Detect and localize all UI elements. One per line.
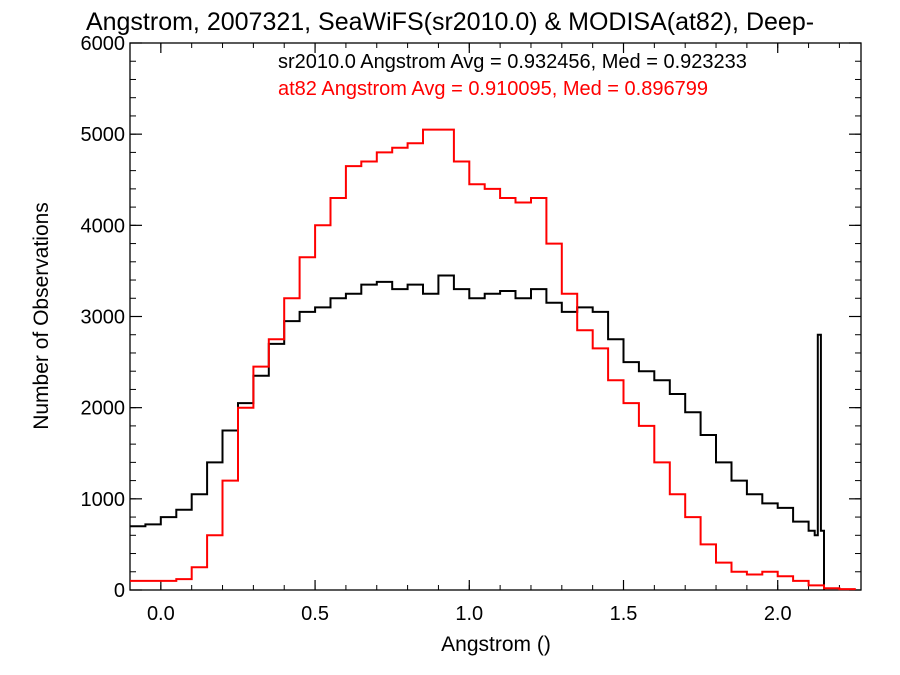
y-tick-label: 6000 (81, 33, 126, 55)
x-axis-label: Angstrom () (441, 633, 551, 656)
axis-ticks (130, 42, 861, 591)
black-histogram-line (130, 274, 825, 590)
x-tick-label: 2.0 (764, 603, 792, 625)
chart-title: Angstrom, 2007321, SeaWiFS(sr2010.0) & M… (86, 8, 814, 36)
red-histogram-line (130, 128, 856, 591)
x-tick-label: 1.0 (455, 603, 483, 625)
y-tick-label: 2000 (81, 398, 126, 420)
plot-frame (129, 42, 862, 591)
y-tick-label: 1000 (81, 489, 126, 511)
x-tick-label: 0.0 (147, 603, 175, 625)
data-series (130, 128, 856, 591)
y-tick-label: 5000 (81, 124, 126, 146)
y-axis-label: Number of Observations (30, 202, 53, 430)
axis-tick-labels: 0.0 0.5 1.0 1.5 2.0 0 1000 2000 3000 4000 5000 6000 (81, 33, 792, 625)
y-tick-label: 4000 (81, 215, 126, 237)
y-tick-label: 0 (114, 580, 125, 602)
x-tick-label: 1.5 (610, 603, 638, 625)
red-series-stats: at82 Angstrom Avg = 0.910095, Med = 0.89… (278, 78, 708, 100)
x-tick-label: 0.5 (301, 603, 329, 625)
y-tick-label: 3000 (81, 307, 126, 329)
black-series-stats: sr2010.0 Angstrom Avg = 0.932456, Med = … (278, 51, 747, 73)
